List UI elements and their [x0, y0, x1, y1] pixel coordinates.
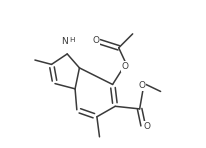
- Text: O: O: [92, 36, 99, 45]
- Text: N: N: [61, 37, 68, 46]
- Text: H: H: [69, 37, 74, 43]
- Text: O: O: [139, 81, 146, 90]
- Text: O: O: [144, 122, 151, 131]
- Text: O: O: [122, 62, 129, 71]
